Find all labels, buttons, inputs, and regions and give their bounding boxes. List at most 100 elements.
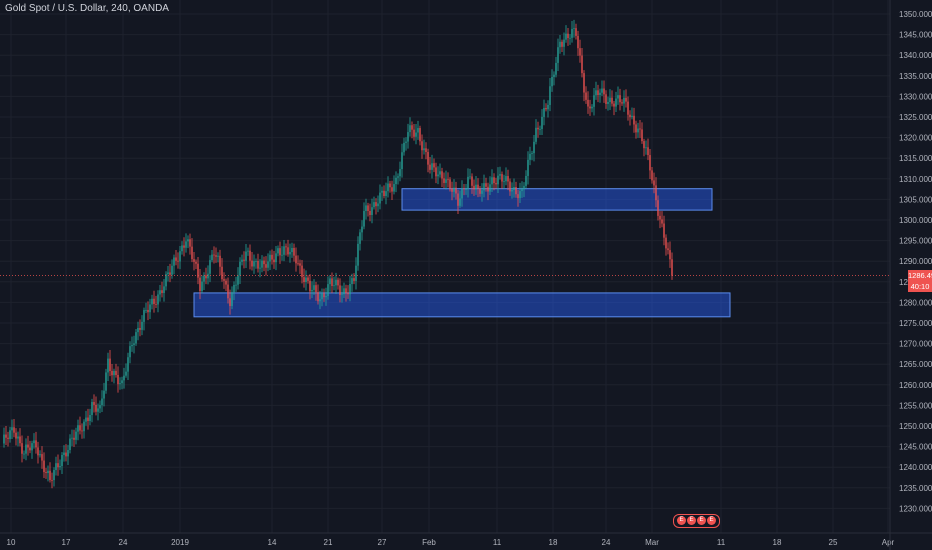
event-badge[interactable]: E xyxy=(677,516,686,525)
candle-body xyxy=(573,28,575,29)
event-badge[interactable]: E xyxy=(687,516,696,525)
candle-body xyxy=(31,443,33,451)
candle-body xyxy=(541,116,543,129)
candle-body xyxy=(247,250,249,252)
candle-body xyxy=(227,284,229,299)
candle-body xyxy=(533,141,535,154)
candle-body xyxy=(523,185,525,190)
candle-body xyxy=(279,248,281,256)
candle-body xyxy=(567,33,569,39)
candle-body xyxy=(561,41,563,47)
candle-body xyxy=(423,148,425,151)
candle-body xyxy=(107,358,109,373)
candle-body xyxy=(187,239,189,242)
candle-body xyxy=(407,132,409,142)
candle-body xyxy=(265,264,267,268)
candle-body xyxy=(273,259,275,263)
event-badge[interactable]: E xyxy=(697,516,706,525)
candle-body xyxy=(321,293,323,300)
x-tick-label: 11 xyxy=(493,538,502,547)
candle-body xyxy=(515,187,517,195)
candle-body xyxy=(217,255,219,257)
candle-body xyxy=(607,102,609,104)
candle-body xyxy=(277,248,279,254)
candle-body xyxy=(411,125,413,130)
candle-body xyxy=(135,332,137,344)
candle-body xyxy=(559,41,561,48)
candle-body xyxy=(191,246,193,260)
candle-body xyxy=(401,152,403,170)
candle-body xyxy=(525,175,527,186)
candle-body xyxy=(163,286,165,293)
candle-body xyxy=(431,163,433,170)
candle-body xyxy=(269,254,271,262)
events-badge-group[interactable]: E E E E xyxy=(673,514,720,528)
candle-body xyxy=(47,470,49,474)
candle-body xyxy=(591,106,593,109)
candle-body xyxy=(103,390,105,399)
candle-body xyxy=(529,153,531,160)
candle-body xyxy=(71,437,73,439)
candle-body xyxy=(387,183,389,192)
candle-body xyxy=(301,265,303,278)
y-tick-label: 1315.000 xyxy=(899,154,932,163)
candle-body xyxy=(427,152,429,165)
candle-body xyxy=(545,108,547,110)
candle-body xyxy=(549,86,551,105)
candle-body xyxy=(205,275,207,279)
support-resistance-zone[interactable] xyxy=(401,188,713,211)
candle-body xyxy=(395,177,397,185)
candle-body xyxy=(7,437,9,439)
candle-body xyxy=(229,298,231,307)
candle-body xyxy=(357,243,359,266)
candle-body xyxy=(311,289,313,292)
candle-body xyxy=(369,210,371,216)
candle-body xyxy=(171,265,173,275)
candle-body xyxy=(457,193,459,206)
candle-body xyxy=(45,472,47,474)
event-badge[interactable]: E xyxy=(707,516,716,525)
candle-body xyxy=(237,275,239,285)
candle-body xyxy=(289,252,291,255)
candle-body xyxy=(263,260,265,265)
candle-body xyxy=(381,190,383,193)
candle-body xyxy=(167,272,169,275)
candle-body xyxy=(615,98,617,107)
candle-body xyxy=(597,90,599,96)
candle-body xyxy=(185,241,187,248)
y-tick-label: 1310.000 xyxy=(899,175,932,184)
candle-body xyxy=(617,95,619,99)
candle-body xyxy=(309,280,311,292)
candle-body xyxy=(635,124,637,133)
candle-body xyxy=(453,187,455,192)
candle-body xyxy=(261,260,263,268)
candle-body xyxy=(137,327,139,333)
x-tick-label: 24 xyxy=(602,538,611,547)
candle-body xyxy=(267,261,269,268)
candle-body xyxy=(141,321,143,330)
candle-body xyxy=(367,205,369,211)
y-tick-label: 1335.000 xyxy=(899,72,932,81)
candle-body xyxy=(461,188,463,199)
candle-body xyxy=(221,266,223,280)
candle-body xyxy=(397,176,399,178)
candle-body xyxy=(81,430,83,432)
y-tick-label: 1270.000 xyxy=(899,340,932,349)
candle-body xyxy=(3,434,5,444)
candle-body xyxy=(145,309,147,311)
support-resistance-zone[interactable] xyxy=(193,292,731,318)
candle-body xyxy=(353,278,355,281)
x-tick-label: Feb xyxy=(422,538,436,547)
y-tick-label: 1300.000 xyxy=(899,216,932,225)
x-tick-label: 27 xyxy=(378,538,387,547)
candle-body xyxy=(27,444,29,448)
x-tick-label: 14 xyxy=(268,538,277,547)
candle-body xyxy=(17,436,19,439)
candle-body xyxy=(337,279,339,286)
candle-body xyxy=(253,261,255,267)
candle-body xyxy=(641,129,643,142)
candle-body xyxy=(433,163,435,168)
candle-body xyxy=(463,188,465,190)
